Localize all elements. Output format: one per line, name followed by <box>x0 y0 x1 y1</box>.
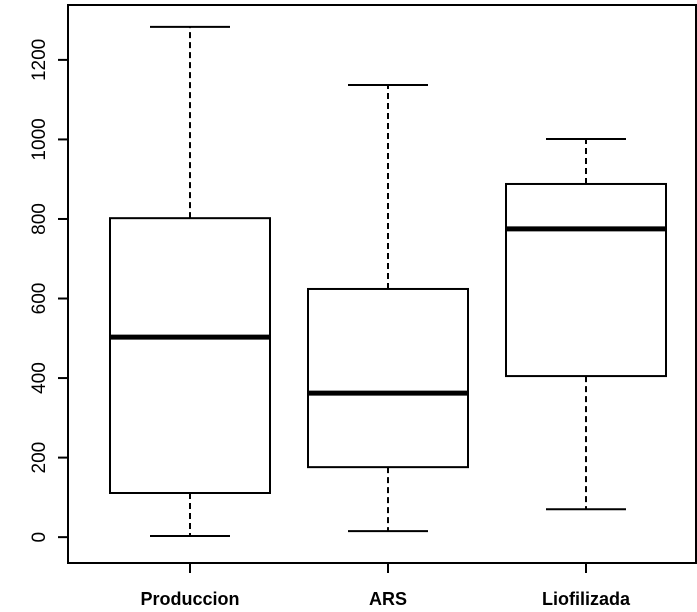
x-tick-label: Produccion <box>140 589 239 609</box>
box <box>109 217 271 495</box>
y-tick-label: 0 <box>29 532 50 543</box>
y-tick-label: 1000 <box>29 118 50 160</box>
x-tick-label: ARS <box>369 589 407 609</box>
y-tick-label: 600 <box>29 283 50 315</box>
y-tick-label: 200 <box>29 442 50 474</box>
y-tick-label: 400 <box>29 362 50 394</box>
x-tick-label: Liofilizada <box>542 589 631 609</box>
box <box>307 287 469 469</box>
box <box>505 182 667 378</box>
y-tick-label: 1200 <box>29 39 50 81</box>
y-tick-label: 800 <box>29 203 50 235</box>
plot-frame <box>67 4 697 564</box>
